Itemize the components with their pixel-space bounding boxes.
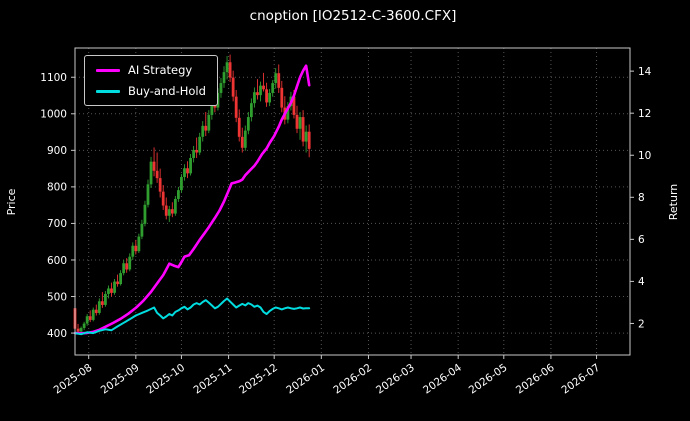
svg-text:2025-12: 2025-12 xyxy=(237,362,280,397)
svg-text:800: 800 xyxy=(47,182,67,194)
svg-text:2025-09: 2025-09 xyxy=(99,362,142,397)
svg-text:900: 900 xyxy=(47,145,67,157)
chart-title: cnoption [IO2512-C-3600.CFX] xyxy=(250,8,457,24)
legend-label-ai-strategy: AI Strategy xyxy=(128,63,193,77)
legend-item-buy-and-hold: Buy-and-Hold xyxy=(96,84,206,98)
series-layer xyxy=(73,64,311,336)
svg-text:2: 2 xyxy=(638,318,645,330)
svg-text:4: 4 xyxy=(638,276,645,288)
svg-text:6: 6 xyxy=(638,234,645,246)
svg-text:400: 400 xyxy=(47,328,67,340)
svg-text:500: 500 xyxy=(47,291,67,303)
svg-text:1100: 1100 xyxy=(40,72,67,84)
buy-and-hold-line-swatch xyxy=(96,89,120,93)
svg-text:12: 12 xyxy=(638,108,651,120)
svg-text:600: 600 xyxy=(47,255,67,267)
svg-text:10: 10 xyxy=(638,150,651,162)
svg-text:2025-10: 2025-10 xyxy=(144,362,187,397)
svg-text:2026-03: 2026-03 xyxy=(374,362,417,397)
svg-text:2026-04: 2026-04 xyxy=(421,361,464,396)
svg-text:14: 14 xyxy=(638,66,652,78)
svg-text:2025-08: 2025-08 xyxy=(52,362,95,397)
svg-text:2026-06: 2026-06 xyxy=(514,361,557,396)
ai-strategy-line-swatch xyxy=(96,68,120,72)
candles-layer xyxy=(73,54,311,335)
svg-text:700: 700 xyxy=(47,218,67,230)
svg-text:2026-07: 2026-07 xyxy=(559,362,602,397)
svg-text:8: 8 xyxy=(638,192,645,204)
legend-label-buy-and-hold: Buy-and-Hold xyxy=(128,84,206,98)
legend-item-ai-strategy: AI Strategy xyxy=(96,63,206,77)
svg-text:2026-01: 2026-01 xyxy=(284,362,327,397)
svg-text:1000: 1000 xyxy=(40,109,67,121)
svg-text:2026-05: 2026-05 xyxy=(467,362,510,397)
right-axis-label: Return xyxy=(667,184,680,221)
svg-text:2025-11: 2025-11 xyxy=(191,362,234,397)
legend: AI Strategy Buy-and-Hold xyxy=(84,55,218,106)
svg-text:2026-02: 2026-02 xyxy=(331,362,374,397)
left-axis-label: Price xyxy=(5,188,18,215)
